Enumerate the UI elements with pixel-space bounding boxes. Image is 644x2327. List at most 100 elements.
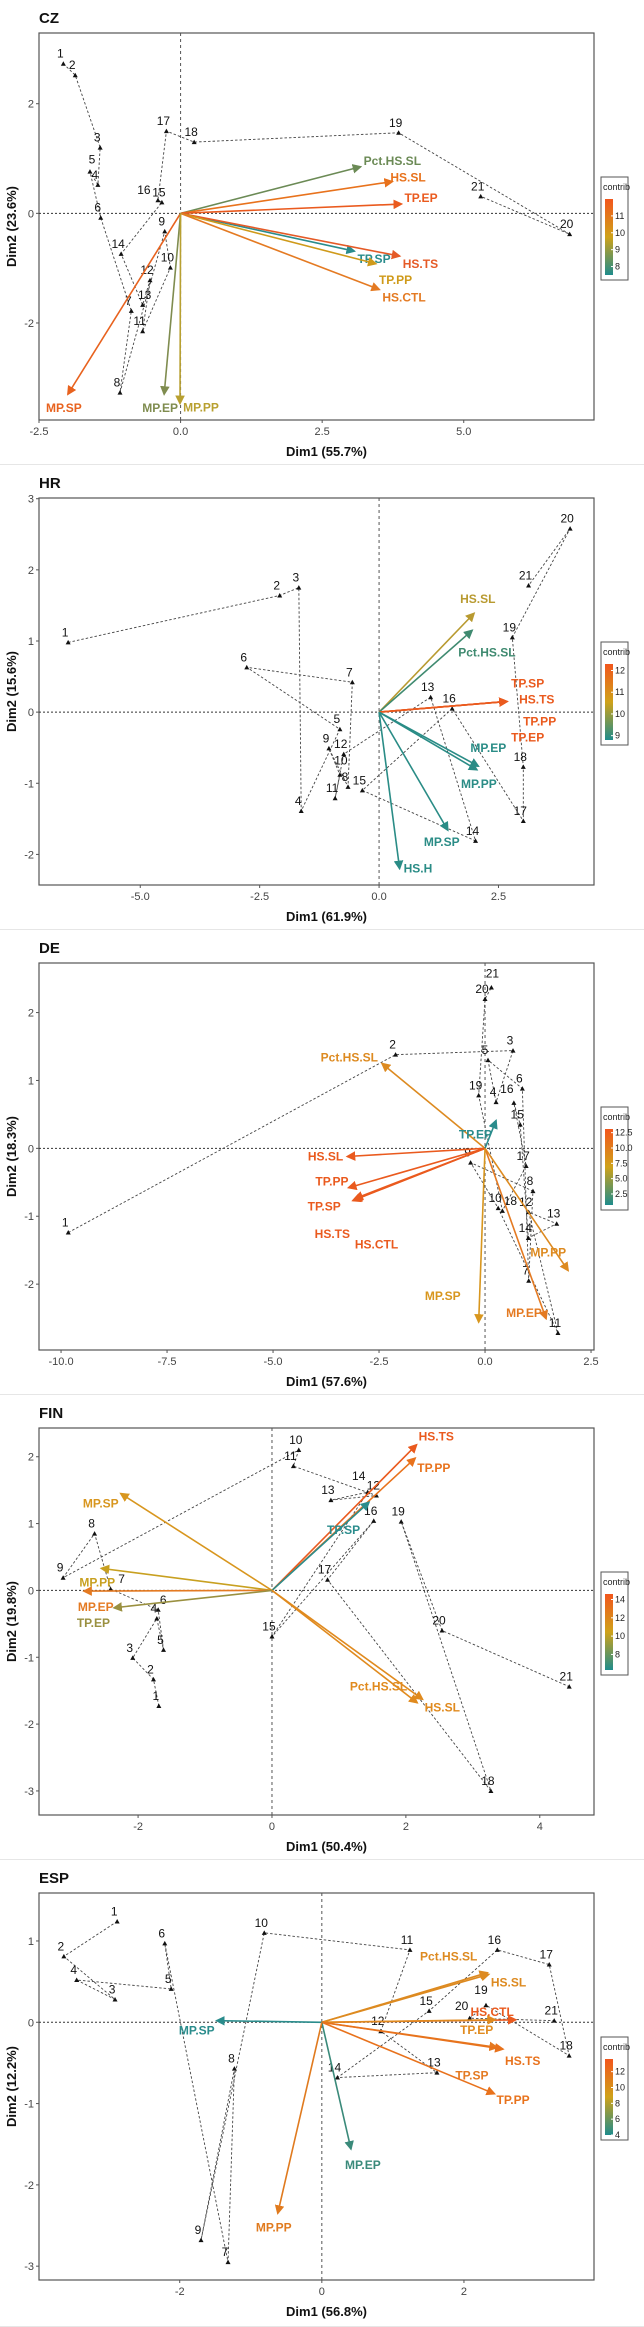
individual-point bbox=[198, 2237, 204, 2243]
individual-label: 19 bbox=[474, 1983, 488, 1997]
individual-label: 8 bbox=[342, 770, 349, 784]
x-tick-label: 5.0 bbox=[456, 426, 471, 438]
y-tick-label: -1 bbox=[24, 778, 34, 790]
y-tick-label: 3 bbox=[28, 494, 34, 506]
biplot-panel-esp: ESP -2 0 2 -3 -2 -1 0 1 Dim1 (56.8%) Dim2 (12.2%) 1… bbox=[0, 1860, 644, 2327]
individual-label: 9 bbox=[323, 731, 330, 745]
individuals-path bbox=[63, 63, 570, 393]
individual-label: 16 bbox=[442, 692, 456, 706]
individual-point bbox=[485, 1057, 491, 1063]
individual-point bbox=[114, 1918, 120, 1924]
variable-arrow bbox=[271, 1443, 418, 1591]
individual-label: 18 bbox=[559, 2039, 573, 2053]
legend-tick-label: 10 bbox=[615, 1631, 625, 1641]
individual-point bbox=[112, 1997, 118, 2002]
x-tick-label: 2 bbox=[403, 1821, 409, 1833]
variable-label: HS.CTL bbox=[470, 2005, 513, 2019]
individual-point bbox=[155, 1607, 161, 1612]
variable-label: MP.SP bbox=[83, 1497, 119, 1511]
individual-point bbox=[439, 1628, 445, 1633]
y-tick-label: -1 bbox=[24, 1652, 34, 1664]
individual-label: 7 bbox=[222, 2245, 229, 2259]
individual-label: 14 bbox=[466, 824, 480, 838]
y-axis-title: Dim2 (12.2%) bbox=[4, 2046, 19, 2127]
variable-label: MP.PP bbox=[256, 2220, 292, 2234]
legend-colorbar bbox=[605, 199, 613, 275]
individual-label: 14 bbox=[352, 1469, 366, 1483]
individual-label: 11 bbox=[401, 1933, 414, 1947]
variable-arrow bbox=[378, 629, 474, 713]
y-tick-label: -2 bbox=[24, 2180, 34, 2192]
y-tick-label: 0 bbox=[28, 1585, 34, 1597]
individual-point bbox=[161, 1647, 167, 1652]
y-tick-label: 0 bbox=[28, 707, 34, 719]
individual-point bbox=[426, 2008, 432, 2013]
y-tick-label: -2 bbox=[24, 1719, 34, 1731]
legend-tick-label: 12 bbox=[615, 666, 625, 676]
individual-point bbox=[398, 1519, 404, 1524]
variable-arrow bbox=[378, 711, 479, 771]
variable-label: HS.SL bbox=[390, 171, 425, 185]
variable-label: TP.SP bbox=[327, 1523, 360, 1537]
variable-arrow bbox=[484, 1119, 498, 1149]
individual-point bbox=[296, 585, 302, 590]
individual-label: 13 bbox=[547, 1207, 561, 1221]
variable-arrow bbox=[160, 213, 182, 396]
individual-point bbox=[261, 1930, 267, 1935]
y-tick-label: -2 bbox=[24, 318, 34, 330]
chart-title: ESP bbox=[39, 1870, 69, 1887]
biplot-svg: ESP -2 0 2 -3 -2 -1 0 1 Dim1 (56.8%) Dim2 (12.2%) 1… bbox=[4, 1870, 630, 2319]
y-tick-label: 1 bbox=[28, 636, 34, 648]
individual-point bbox=[72, 72, 78, 78]
individual-label: 5 bbox=[157, 1633, 164, 1647]
individual-label: 9 bbox=[195, 2223, 202, 2237]
individual-label: 3 bbox=[109, 1983, 116, 1997]
variable-label: TP.PP bbox=[315, 1175, 348, 1189]
x-tick-label: -5.0 bbox=[131, 891, 150, 903]
legend-tick-label: 9 bbox=[615, 731, 620, 741]
individual-label: 15 bbox=[511, 1108, 525, 1122]
variable-arrow bbox=[180, 212, 378, 267]
chart-title: DE bbox=[39, 940, 60, 957]
individual-label: 15 bbox=[262, 1620, 276, 1634]
individual-point bbox=[473, 838, 479, 843]
individuals-path bbox=[62, 1449, 570, 1792]
individual-point bbox=[328, 1497, 334, 1503]
legend-tick-label: 10 bbox=[615, 2083, 625, 2093]
individual-label: 9 bbox=[57, 1561, 64, 1575]
individual-point bbox=[162, 228, 168, 234]
y-axis-title: Dim2 (15.6%) bbox=[4, 651, 19, 732]
individual-point bbox=[566, 1684, 572, 1689]
variable-label: MP.SP bbox=[46, 401, 82, 415]
plot-area bbox=[38, 1427, 595, 1816]
variable-label: MP.PP bbox=[530, 1246, 566, 1260]
variable-label: HS.H bbox=[404, 862, 433, 876]
individual-label: 6 bbox=[516, 1072, 523, 1086]
variable-arrow bbox=[346, 1147, 486, 1191]
individual-point bbox=[225, 2259, 231, 2265]
individual-label: 4 bbox=[92, 168, 99, 182]
variable-arrow bbox=[353, 1147, 486, 1201]
x-tick-label: 2 bbox=[461, 2286, 467, 2298]
variable-arrow bbox=[82, 1586, 272, 1596]
x-tick-label: 2.5 bbox=[583, 1356, 598, 1368]
individual-label: 7 bbox=[125, 294, 132, 308]
biplot-panel-cz: CZ -2.5 0.0 2.5 5.0 -2 0 2 Dim1 (55.7%) Dim2 (23.… bbox=[0, 0, 644, 465]
y-tick-label: 1 bbox=[28, 1075, 34, 1087]
individual-point bbox=[488, 1788, 494, 1793]
variable-label: TP.EP bbox=[404, 191, 437, 205]
individual-label: 2 bbox=[389, 1038, 396, 1052]
individual-point bbox=[555, 1330, 561, 1336]
individual-label: 19 bbox=[389, 116, 403, 130]
variable-label: TP.EP bbox=[459, 1128, 492, 1142]
individual-label: 18 bbox=[184, 125, 198, 139]
individual-label: 18 bbox=[504, 1194, 518, 1208]
x-tick-label: 2.5 bbox=[491, 891, 506, 903]
individual-label: 7 bbox=[522, 1264, 529, 1278]
y-tick-label: 2 bbox=[28, 565, 34, 577]
variable-label: TP.PP bbox=[523, 714, 556, 728]
individual-point bbox=[449, 706, 455, 711]
individual-point bbox=[567, 526, 573, 531]
